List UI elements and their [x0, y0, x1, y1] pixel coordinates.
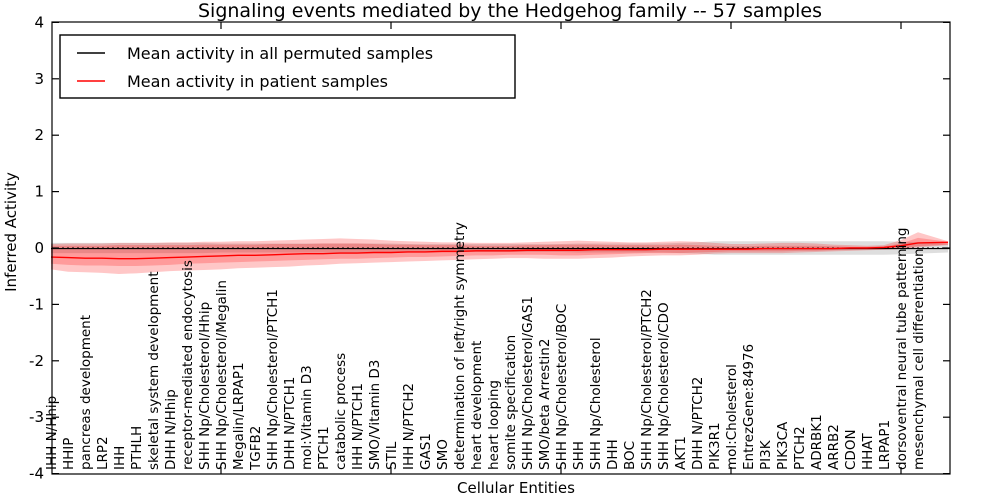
x-tick-label: Megalin/LRPAP1 [231, 362, 247, 470]
x-tick-labels: IHH N/Hhip HHIP pancreas development LRP2 IH… [44, 222, 927, 471]
x-tick-label: DHH N/Hhip [163, 389, 179, 470]
x-tick-label: SMO/beta Arrestin2 [537, 339, 553, 470]
y-tick-label: 0 [34, 239, 44, 257]
y-tick-labels: 4 3 2 1 0 -1 -2 -3 -4 [29, 13, 44, 482]
x-tick-label: SHH Np/Cholesterol/GAS1 [520, 296, 536, 470]
legend-label-permuted: Mean activity in all permuted samples [127, 44, 433, 63]
x-tick-label: SHH Np/Cholesterol/PTCH2 [639, 289, 655, 470]
x-tick-label: heart development [469, 341, 485, 470]
y-tick-label: 4 [34, 13, 44, 31]
x-tick-label: IHH N/PTCH1 [350, 383, 366, 470]
y-tick-label: -2 [29, 352, 44, 370]
band-patient-sample-range-outer [51, 232, 948, 274]
legend: Mean activity in all permuted samples Me… [59, 34, 516, 99]
chart-title: Signaling events mediated by the Hedgeho… [198, 0, 822, 22]
legend-box [59, 34, 516, 99]
y-tick-label: -3 [29, 408, 44, 426]
x-tick-label: PI3K [758, 439, 774, 470]
x-tick-label: determination of left/right symmetry [452, 222, 468, 470]
x-tick-label: SHH Np/Cholesterol/Hhip [197, 302, 213, 470]
x-tick-label: DHH N/PTCH2 [690, 377, 706, 470]
x-tick-label: TGFB2 [248, 426, 264, 471]
line-layer [50, 241, 950, 260]
x-tick-label: mol:Vitamin D3 [299, 365, 315, 470]
x-tick-label: PTCH2 [792, 426, 808, 470]
x-tick-label: PIK3R1 [707, 422, 723, 470]
y-axis-label: Inferred Activity [2, 172, 20, 292]
x-tick-label: IHH N/PTCH2 [401, 383, 417, 470]
y-tick-label: -1 [29, 295, 44, 313]
x-axis-label: Cellular Entities [457, 479, 575, 497]
x-tick-label: CDON [843, 429, 859, 470]
y-tick-label: -4 [29, 465, 44, 483]
band-patient-sample-range-inner [51, 237, 948, 267]
legend-label-patient: Mean activity in patient samples [127, 72, 388, 91]
x-tick-label: PIK3CA [775, 421, 791, 470]
x-tick-label: SMO/Vitamin D3 [367, 360, 383, 470]
x-tick-label: DHH N/PTCH1 [282, 377, 298, 470]
tick-layer [52, 21, 950, 475]
y-tick-label: 1 [34, 183, 44, 201]
x-tick-label: PTHLH [129, 426, 145, 470]
x-tick-label: SHH Np/Cholesterol/PTCH1 [265, 289, 281, 470]
x-tick-label: receptor-mediated endocytosis [180, 260, 196, 470]
x-tick-label: SHH Np/Cholesterol/BOC [554, 304, 570, 470]
x-tick-label: ARRB2 [826, 424, 842, 470]
x-tick-label: HHAT [860, 433, 876, 470]
x-tick-label: SHH Np/Cholesterol [588, 337, 604, 470]
y-tick-label: 3 [34, 70, 44, 88]
x-tick-label: IHH N/Hhip [44, 396, 60, 470]
x-tick-label: catabolic process [333, 353, 349, 470]
x-tick-label: BOC [622, 441, 638, 470]
x-tick-label: EntrezGene:84976 [741, 344, 757, 470]
x-tick-label: dorsoventral neural tube patterning [894, 228, 910, 470]
x-tick-label: IHH [112, 446, 128, 470]
x-tick-label: STIL [384, 441, 400, 470]
x-tick-label: SHH Np/Cholesterol/Megalin [214, 280, 230, 470]
x-tick-label: PTCH1 [316, 426, 332, 470]
x-tick-label: skeletal system development [146, 272, 162, 471]
x-tick-label: HHIP [61, 438, 77, 470]
patient-mean-line [50, 241, 949, 260]
x-tick-label: SHH [571, 441, 587, 470]
x-tick-label: SMO [435, 439, 451, 470]
x-tick-label: LRP2 [95, 436, 111, 470]
x-tick-label: AKT1 [673, 436, 689, 470]
x-tick-label: pancreas development [78, 315, 94, 470]
x-tick-label: GAS1 [418, 433, 434, 470]
x-tick-label: mol:Cholesterol [724, 364, 740, 470]
x-tick-label: ADRBK1 [809, 414, 825, 470]
x-tick-label: LRPAP1 [877, 420, 893, 470]
y-tick-label: 2 [34, 126, 44, 144]
x-tick-label: somite specification [503, 335, 519, 470]
x-tick-label: DHH [605, 439, 621, 470]
x-tick-label: SHH Np/Cholesterol/CDO [656, 302, 672, 470]
x-tick-label: heart looping [486, 380, 502, 470]
x-tick-label: mesenchymal cell differentiation [911, 248, 927, 470]
